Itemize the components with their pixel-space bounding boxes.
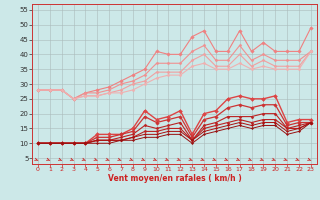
X-axis label: Vent moyen/en rafales ( km/h ): Vent moyen/en rafales ( km/h ) xyxy=(108,174,241,183)
